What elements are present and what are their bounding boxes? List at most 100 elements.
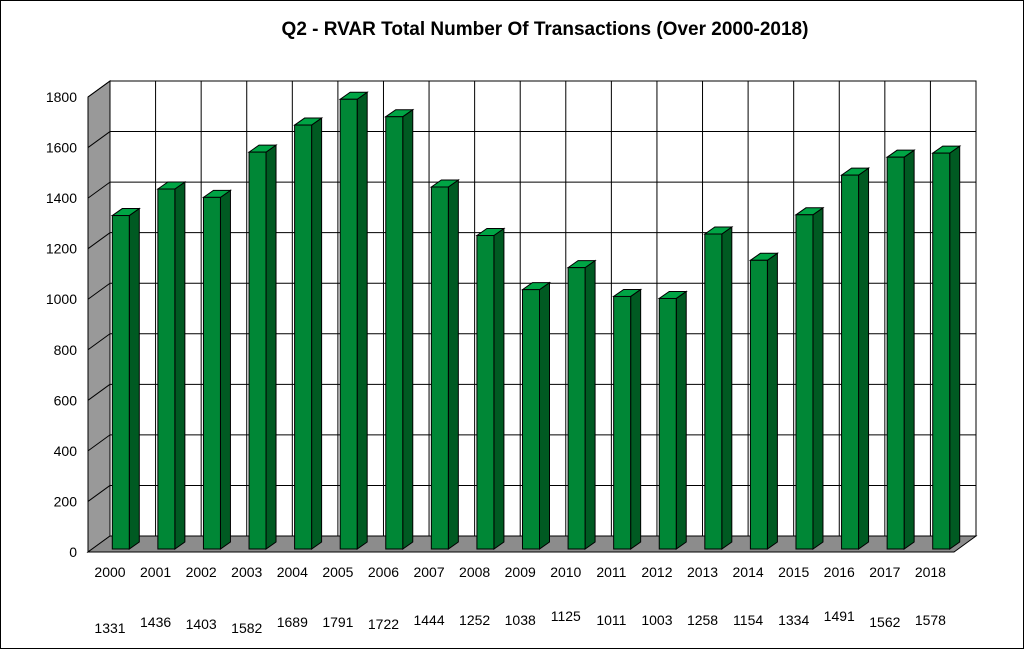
x-tick-label: 2000 bbox=[94, 564, 125, 580]
x-tick-label: 2015 bbox=[778, 564, 809, 580]
bar-2005 bbox=[338, 91, 369, 550]
y-axis-ticks: 0 200 400 600 800 1000 1200 1400 1600 1800 bbox=[46, 89, 77, 560]
bar-2002 bbox=[201, 189, 233, 550]
bar-front bbox=[339, 98, 358, 550]
x-tick-label: 2001 bbox=[140, 564, 171, 580]
gridline-side bbox=[87, 131, 111, 148]
bar-2009 bbox=[520, 281, 552, 550]
y-tick-label: 1200 bbox=[46, 241, 77, 257]
value-label: 1011 bbox=[596, 612, 626, 628]
value-label: 1722 bbox=[368, 616, 399, 632]
y-tick-label: 1800 bbox=[46, 89, 77, 105]
bar-side bbox=[356, 91, 368, 550]
gridline-side bbox=[87, 383, 111, 401]
chart-title: Q2 - RVAR Total Number Of Transactions (… bbox=[282, 19, 809, 40]
bar-side bbox=[493, 227, 505, 550]
bar-2003 bbox=[247, 144, 278, 550]
x-tick-label: 2012 bbox=[641, 564, 672, 580]
y-tick-label: 0 bbox=[69, 544, 77, 560]
bar-front bbox=[749, 259, 768, 550]
x-tick-label: 2006 bbox=[368, 564, 399, 580]
x-tick-label: 2017 bbox=[869, 564, 900, 580]
x-tick-label: 2010 bbox=[550, 564, 581, 580]
x-tick-label: 2009 bbox=[505, 564, 536, 580]
gridline-side bbox=[87, 282, 111, 300]
gridline-side bbox=[87, 485, 111, 502]
bar-side bbox=[766, 252, 778, 550]
gridline-side bbox=[87, 434, 111, 452]
value-label: 1125 bbox=[551, 608, 581, 624]
y-tick-label: 200 bbox=[54, 493, 78, 509]
bar-front bbox=[385, 116, 404, 550]
gridline-side bbox=[87, 333, 111, 351]
x-tick-label: 2002 bbox=[186, 564, 217, 580]
bar-front bbox=[476, 235, 495, 550]
bar-side bbox=[219, 189, 231, 550]
gridline-side bbox=[87, 232, 111, 250]
bar-front bbox=[567, 267, 586, 550]
bar-side bbox=[265, 144, 277, 550]
bar-front bbox=[841, 174, 860, 550]
bar-front bbox=[613, 295, 632, 550]
value-labels: 1331 1436 1403 1582 1689 1791 1722 1444 1252 1038… bbox=[94, 608, 946, 636]
bar-2017 bbox=[885, 149, 916, 550]
bar-front bbox=[111, 215, 130, 550]
bar-2001 bbox=[156, 181, 187, 550]
bar-side bbox=[174, 181, 186, 550]
value-label: 1582 bbox=[231, 620, 262, 636]
y-tick-label: 400 bbox=[54, 443, 78, 459]
bar-front bbox=[294, 124, 313, 550]
value-label: 1689 bbox=[277, 614, 308, 630]
bar-side bbox=[447, 179, 459, 550]
x-tick-label: 2018 bbox=[915, 564, 946, 580]
bar-front bbox=[704, 233, 723, 550]
bar-side bbox=[630, 288, 642, 550]
bar-side bbox=[812, 206, 824, 550]
value-label: 1403 bbox=[186, 616, 217, 632]
bar-2006 bbox=[384, 108, 415, 550]
x-tick-label: 2003 bbox=[231, 564, 262, 580]
value-label: 1258 bbox=[687, 612, 718, 628]
y-tick-label: 1000 bbox=[46, 291, 77, 307]
value-label: 1252 bbox=[459, 612, 490, 628]
bar-side bbox=[721, 226, 733, 550]
value-label: 1334 bbox=[778, 612, 809, 628]
bar-side bbox=[539, 281, 550, 550]
bar-front bbox=[430, 186, 449, 550]
bar-side bbox=[128, 207, 140, 550]
bar-side bbox=[903, 149, 915, 550]
bar-front bbox=[886, 156, 905, 550]
value-label: 1491 bbox=[824, 608, 855, 624]
bar-front bbox=[658, 297, 677, 550]
bar-2010 bbox=[566, 259, 597, 550]
value-label: 1791 bbox=[322, 614, 353, 630]
bar-front bbox=[795, 214, 814, 550]
gridline-side bbox=[87, 181, 111, 199]
value-label: 1436 bbox=[140, 614, 171, 630]
bars-group bbox=[110, 91, 962, 550]
value-label: 1331 bbox=[94, 620, 125, 636]
value-label: 1578 bbox=[915, 612, 946, 628]
x-tick-label: 2016 bbox=[824, 564, 855, 580]
x-tick-label: 2004 bbox=[277, 564, 308, 580]
value-label: 1154 bbox=[733, 612, 763, 628]
bar-2012 bbox=[657, 290, 688, 550]
gridline-side bbox=[87, 80, 111, 98]
bar-2000 bbox=[110, 207, 141, 550]
value-label: 1038 bbox=[505, 612, 536, 628]
bar-2014 bbox=[748, 252, 779, 550]
bar-side bbox=[402, 108, 414, 550]
value-label: 1003 bbox=[641, 612, 672, 628]
bar-2016 bbox=[839, 167, 871, 550]
bar-front bbox=[932, 152, 951, 550]
x-axis-ticks: 2000 2001 2002 2003 2004 2005 2006 2007 2008 2009… bbox=[94, 564, 946, 580]
bar-2011 bbox=[612, 288, 643, 550]
y-tick-label: 600 bbox=[54, 392, 78, 408]
x-tick-label: 2011 bbox=[596, 564, 626, 580]
bar-2018 bbox=[931, 145, 962, 550]
bar-front bbox=[248, 151, 267, 550]
bar-front bbox=[202, 196, 221, 550]
bar-2008 bbox=[475, 227, 506, 550]
bar-side bbox=[949, 145, 961, 550]
